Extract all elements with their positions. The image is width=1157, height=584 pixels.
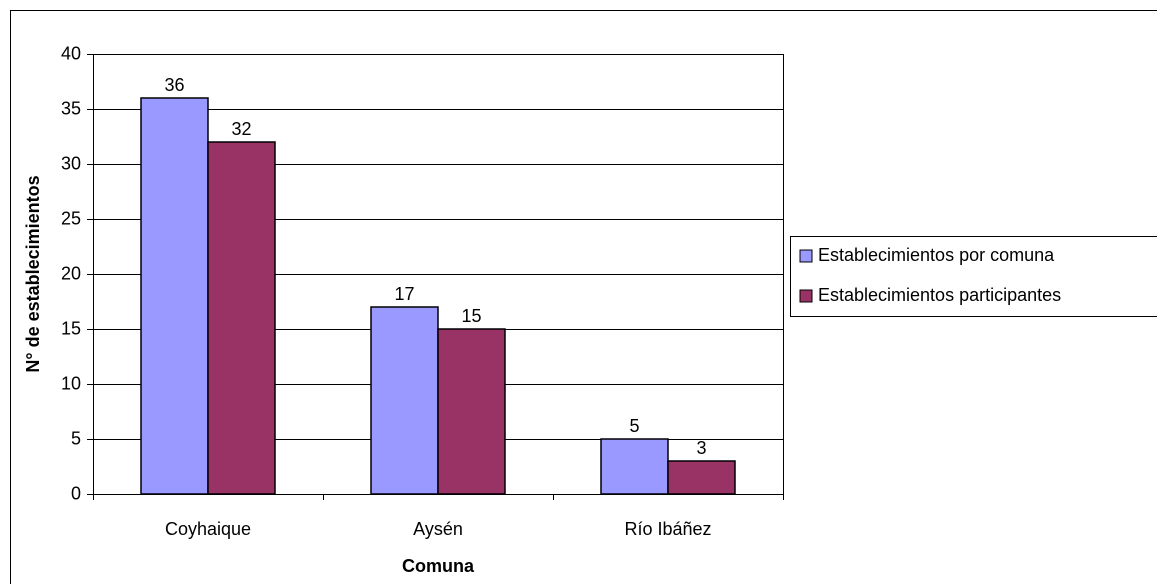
bar	[667, 460, 736, 495]
x-tick-label: Río Ibáñez	[624, 519, 711, 539]
y-tick-label: 40	[61, 43, 81, 63]
data-label: 15	[461, 306, 481, 326]
legend-box	[790, 236, 1157, 317]
legend-label: Establecimientos por comuna	[818, 245, 1055, 265]
y-tick-label: 15	[61, 318, 81, 338]
bar	[437, 328, 506, 495]
y-axis-title: N° de establecimientos	[23, 175, 43, 372]
data-label: 32	[231, 119, 251, 139]
data-label: 17	[394, 284, 414, 304]
x-tick-label: Coyhaique	[165, 519, 251, 539]
data-label: 5	[629, 416, 639, 436]
y-tick-label: 35	[61, 98, 81, 118]
bar	[207, 141, 276, 495]
x-axis-title: Comuna	[402, 556, 475, 576]
x-tick-label: Aysén	[413, 519, 463, 539]
bar	[600, 438, 669, 495]
y-tick-label: 30	[61, 153, 81, 173]
bar	[140, 97, 209, 495]
legend-swatch	[799, 249, 813, 263]
y-tick-label: 25	[61, 208, 81, 228]
y-tick-label: 10	[61, 373, 81, 393]
y-tick-label: 0	[71, 483, 81, 503]
y-tick-label: 5	[71, 428, 81, 448]
legend-swatch	[799, 289, 813, 303]
data-label: 3	[696, 438, 706, 458]
data-label: 36	[164, 75, 184, 95]
y-tick-label: 20	[61, 263, 81, 283]
legend-label: Establecimientos participantes	[818, 285, 1061, 305]
bar	[370, 306, 439, 495]
